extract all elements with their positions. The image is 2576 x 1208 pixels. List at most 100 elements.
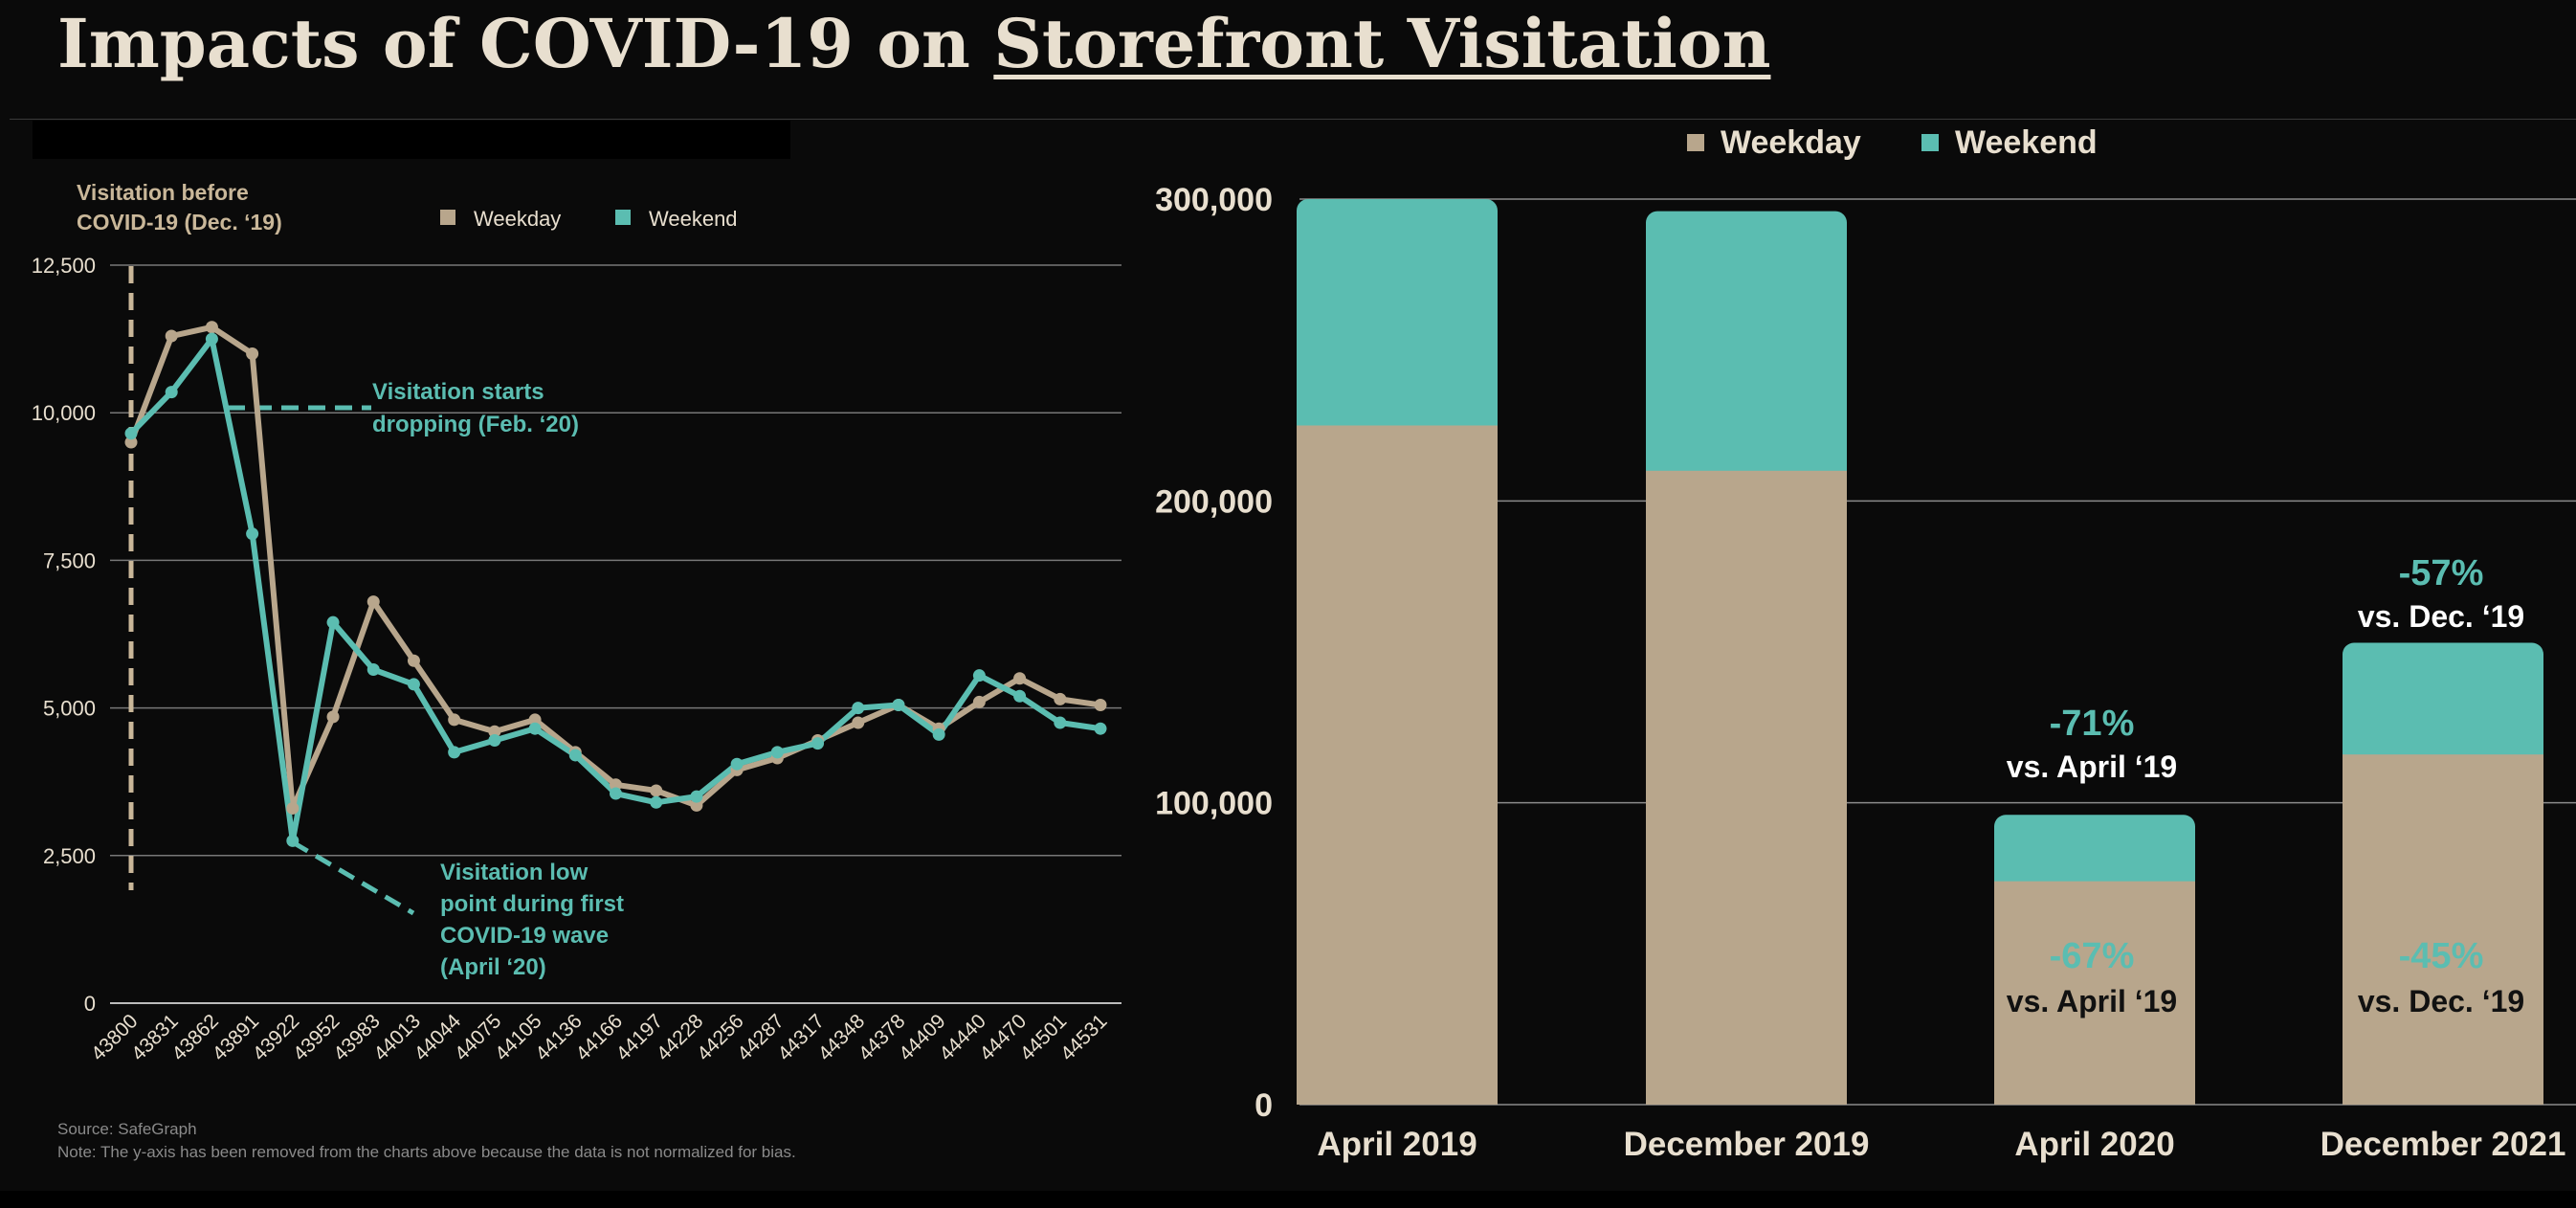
annotation-dec2021-weekday-pct: -45% <box>2399 936 2484 976</box>
line-point-weekday <box>972 695 986 708</box>
line-chart-y-ticks: 0 2,500 5,000 7,500 10,000 12,500 <box>32 254 96 1016</box>
bar-weekend-segment <box>1994 815 2195 895</box>
annotation-dec2021-total-ref: vs. Dec. ‘19 <box>2358 599 2524 634</box>
line-point-weekend <box>124 427 138 440</box>
line-point-weekend <box>730 757 744 771</box>
line-point-weekend <box>892 699 905 712</box>
line-point-weekend <box>286 834 300 847</box>
line-series-weekend <box>128 336 1101 844</box>
legend-weekend-swatch <box>615 210 631 225</box>
page-title: Impacts of COVID-19 on Storefront Visita… <box>57 0 1770 88</box>
line-point-weekday <box>448 713 461 727</box>
line-point-weekend <box>205 332 218 346</box>
line-chart-y-tick-label: 2,500 <box>43 844 96 868</box>
line-point-weekday <box>690 798 703 812</box>
bar-weekend-segment <box>1297 199 1498 439</box>
line-point-weekday <box>1013 672 1027 685</box>
line-point-weekend <box>650 795 663 809</box>
line-chart: 0 2,500 5,000 7,500 10,000 12,500 43800438314… <box>32 180 1121 1065</box>
line-point-weekend <box>690 790 703 803</box>
line-point-weekday <box>246 347 259 361</box>
line-point-weekend <box>488 734 501 748</box>
line-point-weekend <box>528 722 542 735</box>
annotation-apr2020-total-pct: -71% <box>2050 704 2135 744</box>
line-point-weekend <box>1054 716 1067 729</box>
line-point-weekday <box>286 801 300 815</box>
bar-annotations: -71% vs. April ‘19 -67% vs. April ‘19 -5… <box>2007 553 2524 1018</box>
line-point-weekday <box>610 778 622 792</box>
bar-weekday-segment <box>1297 425 1498 1105</box>
line-point-weekday <box>407 654 420 667</box>
annotation-dec2021-total-pct: -57% <box>2399 553 2484 593</box>
bar-legend-weekday-label: Weekday <box>1721 124 1861 161</box>
line-point-weekday <box>366 595 380 609</box>
line-point-weekend <box>165 386 178 399</box>
bar-chart-category-label: December 2019 <box>1624 1126 1870 1163</box>
bar-weekday-segment <box>1646 470 1847 1105</box>
line-point-weekend <box>972 669 986 682</box>
annotation-drop: Visitation starts dropping (Feb. ‘20) <box>372 379 579 437</box>
bar-weekend-segment <box>1646 211 1847 484</box>
line-chart-y-tick-label: 12,500 <box>32 254 96 278</box>
bar-legend-weekday-swatch <box>1687 134 1704 151</box>
footer-note: Note: The y-axis has been removed from t… <box>57 1143 796 1161</box>
line-point-weekend <box>366 663 380 677</box>
line-point-weekend <box>568 749 582 762</box>
line-chart-y-tick-label: 7,500 <box>43 548 96 572</box>
stacked-bar-chart: Weekday Weekend 0 100,000 200,000 300,000 A… <box>1155 124 2576 1163</box>
title-underlined: Storefront Visitation <box>993 4 1771 83</box>
title-prefix: Impacts of COVID-19 on <box>57 4 994 83</box>
bar-chart-legend: Weekday Weekend <box>1687 124 2098 161</box>
legend-weekday-swatch <box>440 210 455 225</box>
line-point-weekday <box>326 710 340 724</box>
bar-weekday-segment <box>2343 754 2543 1105</box>
line-point-weekend <box>326 615 340 629</box>
bar-chart-category-label: December 2021 <box>2321 1126 2566 1163</box>
left-panel-header-band <box>33 121 790 159</box>
bar-weekend-segment <box>2343 642 2543 769</box>
bar-chart-bars <box>1297 199 2543 1105</box>
line-point-weekday <box>528 713 542 727</box>
line-point-weekend <box>811 737 825 750</box>
bar-chart-y-tick-label: 0 <box>1255 1087 1273 1124</box>
legend-weekday-label: Weekday <box>474 207 561 231</box>
bar-chart-category-label: April 2019 <box>1317 1126 1477 1163</box>
bar-chart-y-tick-label: 100,000 <box>1155 786 1273 822</box>
footer-source: Source: SafeGraph <box>57 1120 197 1138</box>
line-point-weekend <box>932 727 945 741</box>
bar-chart-x-ticks: April 2019 December 2019 April 2020 Decembe… <box>1317 1126 2565 1163</box>
annotation-apr2020-total-ref: vs. April ‘19 <box>2007 749 2177 784</box>
line-point-weekend <box>1013 689 1027 703</box>
line-point-weekday <box>488 725 501 738</box>
bottom-band <box>0 1191 2576 1208</box>
line-chart-y-tick-label: 10,000 <box>32 401 96 425</box>
line-point-weekend <box>770 746 784 759</box>
bar-chart-y-tick-label: 300,000 <box>1155 182 1273 218</box>
line-point-weekday <box>852 716 865 729</box>
bar-legend-weekend-swatch <box>1921 134 1939 151</box>
bar-chart-y-tick-label: 200,000 <box>1155 483 1273 520</box>
line-point-weekday <box>650 784 663 797</box>
line-point-weekend <box>448 746 461 759</box>
title-divider <box>10 119 2576 120</box>
annotation-apr2020-weekday-pct: -67% <box>2050 936 2135 976</box>
legend-weekend-label: Weekend <box>649 207 738 231</box>
line-chart-x-tick-label: 44531 <box>1056 1010 1112 1065</box>
footer: Source: SafeGraph Note: The y-axis has b… <box>57 1118 796 1164</box>
line-point-weekday <box>1094 699 1107 712</box>
line-chart-legend: Weekday Weekend <box>440 207 738 231</box>
line-point-weekend <box>852 702 865 715</box>
low-dashed-line <box>291 839 415 916</box>
line-point-weekday <box>1054 692 1067 705</box>
line-point-weekend <box>407 678 420 691</box>
line-point-weekday <box>165 329 178 343</box>
annotation-baseline: Visitation before COVID-19 (Dec. ‘19) <box>77 180 282 235</box>
annotation-dec2021-weekday-ref: vs. Dec. ‘19 <box>2358 984 2524 1018</box>
line-chart-x-ticks: 4380043831438624389143922439524398344013… <box>87 1010 1112 1065</box>
line-chart-y-tick-label: 5,000 <box>43 697 96 721</box>
line-point-weekend <box>610 787 622 800</box>
annotation-apr2020-weekday-ref: vs. April ‘19 <box>2007 984 2177 1018</box>
bar-weekday-segment <box>1994 881 2195 1105</box>
bar-chart-y-ticks: 0 100,000 200,000 300,000 <box>1155 182 1273 1124</box>
